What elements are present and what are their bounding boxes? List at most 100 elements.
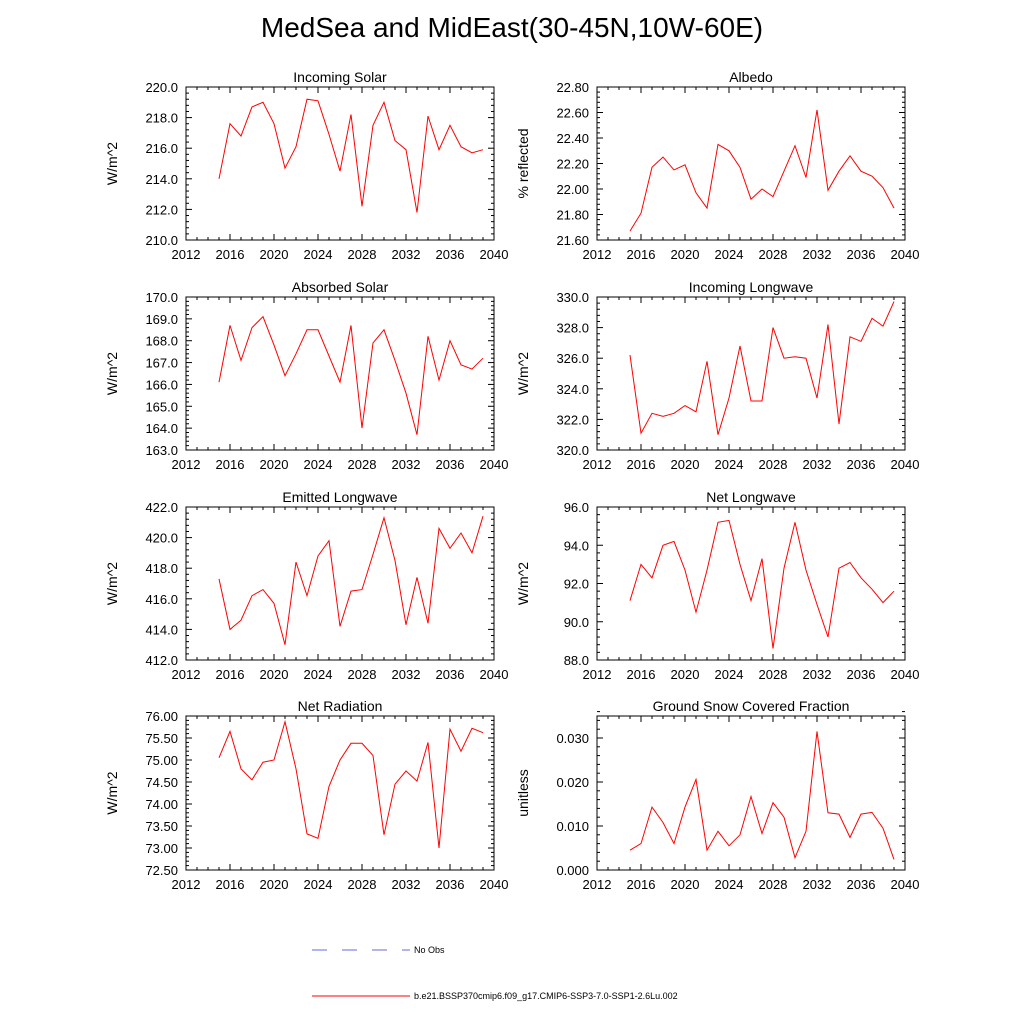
incoming-solar-ytick-label: 210.0 [145, 233, 178, 248]
incoming-solar-panel: Incoming Solar W/m^2 2012 2016 2020 2024 2028 2… [104, 69, 508, 262]
ground-snow-covered-fraction-series-line [629, 731, 895, 860]
emitted-longwave-xtick-label: 2040 [480, 667, 509, 682]
net-longwave-xtick-label: 2020 [671, 667, 700, 682]
net-longwave-ytick-label: 92.0 [564, 577, 589, 592]
absorbed-solar-xtick-label: 2016 [216, 457, 245, 472]
absorbed-solar-xtick-label: 2036 [436, 457, 465, 472]
absorbed-solar-xtick-label: 2012 [172, 457, 201, 472]
ground-snow-covered-fraction-xtick-label: 2016 [627, 877, 656, 892]
incoming-longwave-xtick-label: 2024 [715, 457, 744, 472]
net-longwave-ytick-label: 88.0 [564, 653, 589, 668]
albedo-xtick-label: 2024 [715, 247, 744, 262]
absorbed-solar-ytick-label: 168.0 [145, 334, 178, 349]
incoming-solar-ytick-label: 220.0 [145, 80, 178, 95]
ground-snow-covered-fraction-xtick-label: 2032 [803, 877, 832, 892]
net-radiation-ylabel: W/m^2 [104, 771, 120, 814]
albedo-xtick-label: 2028 [759, 247, 788, 262]
emitted-longwave-xtick-label: 2020 [260, 667, 289, 682]
emitted-longwave-ytick-label: 412.0 [145, 653, 178, 668]
emitted-longwave-ylabel: W/m^2 [104, 562, 120, 605]
net-longwave-xtick-label: 2016 [627, 667, 656, 682]
incoming-solar-xtick-label: 2040 [480, 247, 509, 262]
net-radiation-series-line [218, 719, 484, 849]
incoming-solar-series-line [218, 98, 484, 213]
incoming-solar-ytick-label: 214.0 [145, 172, 178, 187]
net-longwave-xtick-label: 2040 [891, 667, 920, 682]
incoming-longwave-ytick-label: 330.0 [556, 290, 589, 305]
emitted-longwave-ytick-label: 420.0 [145, 531, 178, 546]
net-radiation-title: Net Radiation [298, 698, 383, 714]
net-longwave-xtick-label: 2032 [803, 667, 832, 682]
net-longwave-panel: Net Longwave W/m^2 2012 2016 2020 2024 2028 203… [515, 489, 919, 682]
absorbed-solar-panel: Absorbed Solar W/m^2 2012 2016 2020 2024 2028 2… [104, 279, 508, 472]
net-radiation-xtick-label: 2032 [392, 877, 421, 892]
incoming-solar-xtick-label: 2012 [172, 247, 201, 262]
absorbed-solar-series-line [218, 315, 484, 435]
ground-snow-covered-fraction-ytick-label: 0.010 [556, 819, 589, 834]
incoming-solar-ytick-label: 218.0 [145, 111, 178, 126]
emitted-longwave-xtick-label: 2016 [216, 667, 245, 682]
albedo-ytick-label: 21.80 [556, 208, 589, 223]
net-radiation-xtick-label: 2016 [216, 877, 245, 892]
absorbed-solar-plot-frame [185, 296, 495, 451]
albedo-plot-frame [596, 86, 906, 241]
incoming-longwave-panel: Incoming Longwave W/m^2 2012 2016 2020 2024 20… [515, 279, 919, 472]
absorbed-solar-xtick-label: 2020 [260, 457, 289, 472]
net-longwave-plot-frame [596, 506, 906, 661]
absorbed-solar-ytick-label: 164.0 [145, 421, 178, 436]
albedo-ylabel: % reflected [515, 128, 531, 198]
incoming-longwave-ytick-label: 322.0 [556, 412, 589, 427]
net-longwave-series-line [629, 519, 895, 649]
net-longwave-ytick-label: 94.0 [564, 538, 589, 553]
incoming-longwave-xtick-label: 2020 [671, 457, 700, 472]
absorbed-solar-ytick-label: 170.0 [145, 290, 178, 305]
albedo-xtick-label: 2032 [803, 247, 832, 262]
absorbed-solar-title: Absorbed Solar [292, 279, 389, 295]
albedo-ytick-label: 21.60 [556, 233, 589, 248]
net-radiation-ytick-label: 73.00 [145, 841, 178, 856]
emitted-longwave-ytick-label: 422.0 [145, 500, 178, 515]
emitted-longwave-ytick-label: 414.0 [145, 622, 178, 637]
net-radiation-ytick-label: 74.00 [145, 797, 178, 812]
ground-snow-covered-fraction-xtick-label: 2040 [891, 877, 920, 892]
incoming-solar-xtick-label: 2020 [260, 247, 289, 262]
incoming-longwave-xtick-label: 2012 [583, 457, 612, 472]
incoming-longwave-ytick-label: 326.0 [556, 351, 589, 366]
ground-snow-covered-fraction-xtick-label: 2012 [583, 877, 612, 892]
albedo-xtick-label: 2016 [627, 247, 656, 262]
page-title: MedSea and MidEast(30-45N,10W-60E) [260, 12, 764, 43]
albedo-ytick-label: 22.20 [556, 157, 589, 172]
emitted-longwave-xtick-label: 2024 [304, 667, 333, 682]
incoming-longwave-xtick-label: 2040 [891, 457, 920, 472]
incoming-solar-plot-frame [185, 86, 495, 241]
albedo-xtick-label: 2020 [671, 247, 700, 262]
absorbed-solar-xtick-label: 2040 [480, 457, 509, 472]
ground-snow-covered-fraction-xtick-label: 2036 [847, 877, 876, 892]
albedo-xtick-label: 2012 [583, 247, 612, 262]
ground-snow-covered-fraction-ytick-label: 0.020 [556, 775, 589, 790]
ground-snow-covered-fraction-xtick-label: 2028 [759, 877, 788, 892]
net-longwave-xtick-label: 2028 [759, 667, 788, 682]
net-longwave-xtick-label: 2024 [715, 667, 744, 682]
net-radiation-xtick-label: 2024 [304, 877, 333, 892]
incoming-solar-ylabel: W/m^2 [104, 142, 120, 185]
albedo-ytick-label: 22.40 [556, 131, 589, 146]
emitted-longwave-ytick-label: 416.0 [145, 592, 178, 607]
absorbed-solar-ytick-label: 166.0 [145, 377, 178, 392]
net-radiation-xtick-label: 2036 [436, 877, 465, 892]
ground-snow-covered-fraction-xtick-label: 2020 [671, 877, 700, 892]
emitted-longwave-ytick-label: 418.0 [145, 561, 178, 576]
incoming-solar-xtick-label: 2028 [348, 247, 377, 262]
incoming-longwave-series-line [629, 301, 895, 435]
incoming-solar-ytick-label: 216.0 [145, 141, 178, 156]
albedo-series-line [629, 109, 895, 232]
incoming-longwave-xtick-label: 2036 [847, 457, 876, 472]
absorbed-solar-xtick-label: 2032 [392, 457, 421, 472]
net-radiation-xtick-label: 2028 [348, 877, 377, 892]
albedo-ytick-label: 22.80 [556, 80, 589, 95]
incoming-solar-title: Incoming Solar [293, 69, 387, 85]
albedo-xtick-label: 2036 [847, 247, 876, 262]
albedo-title: Albedo [729, 69, 773, 85]
incoming-longwave-xtick-label: 2032 [803, 457, 832, 472]
